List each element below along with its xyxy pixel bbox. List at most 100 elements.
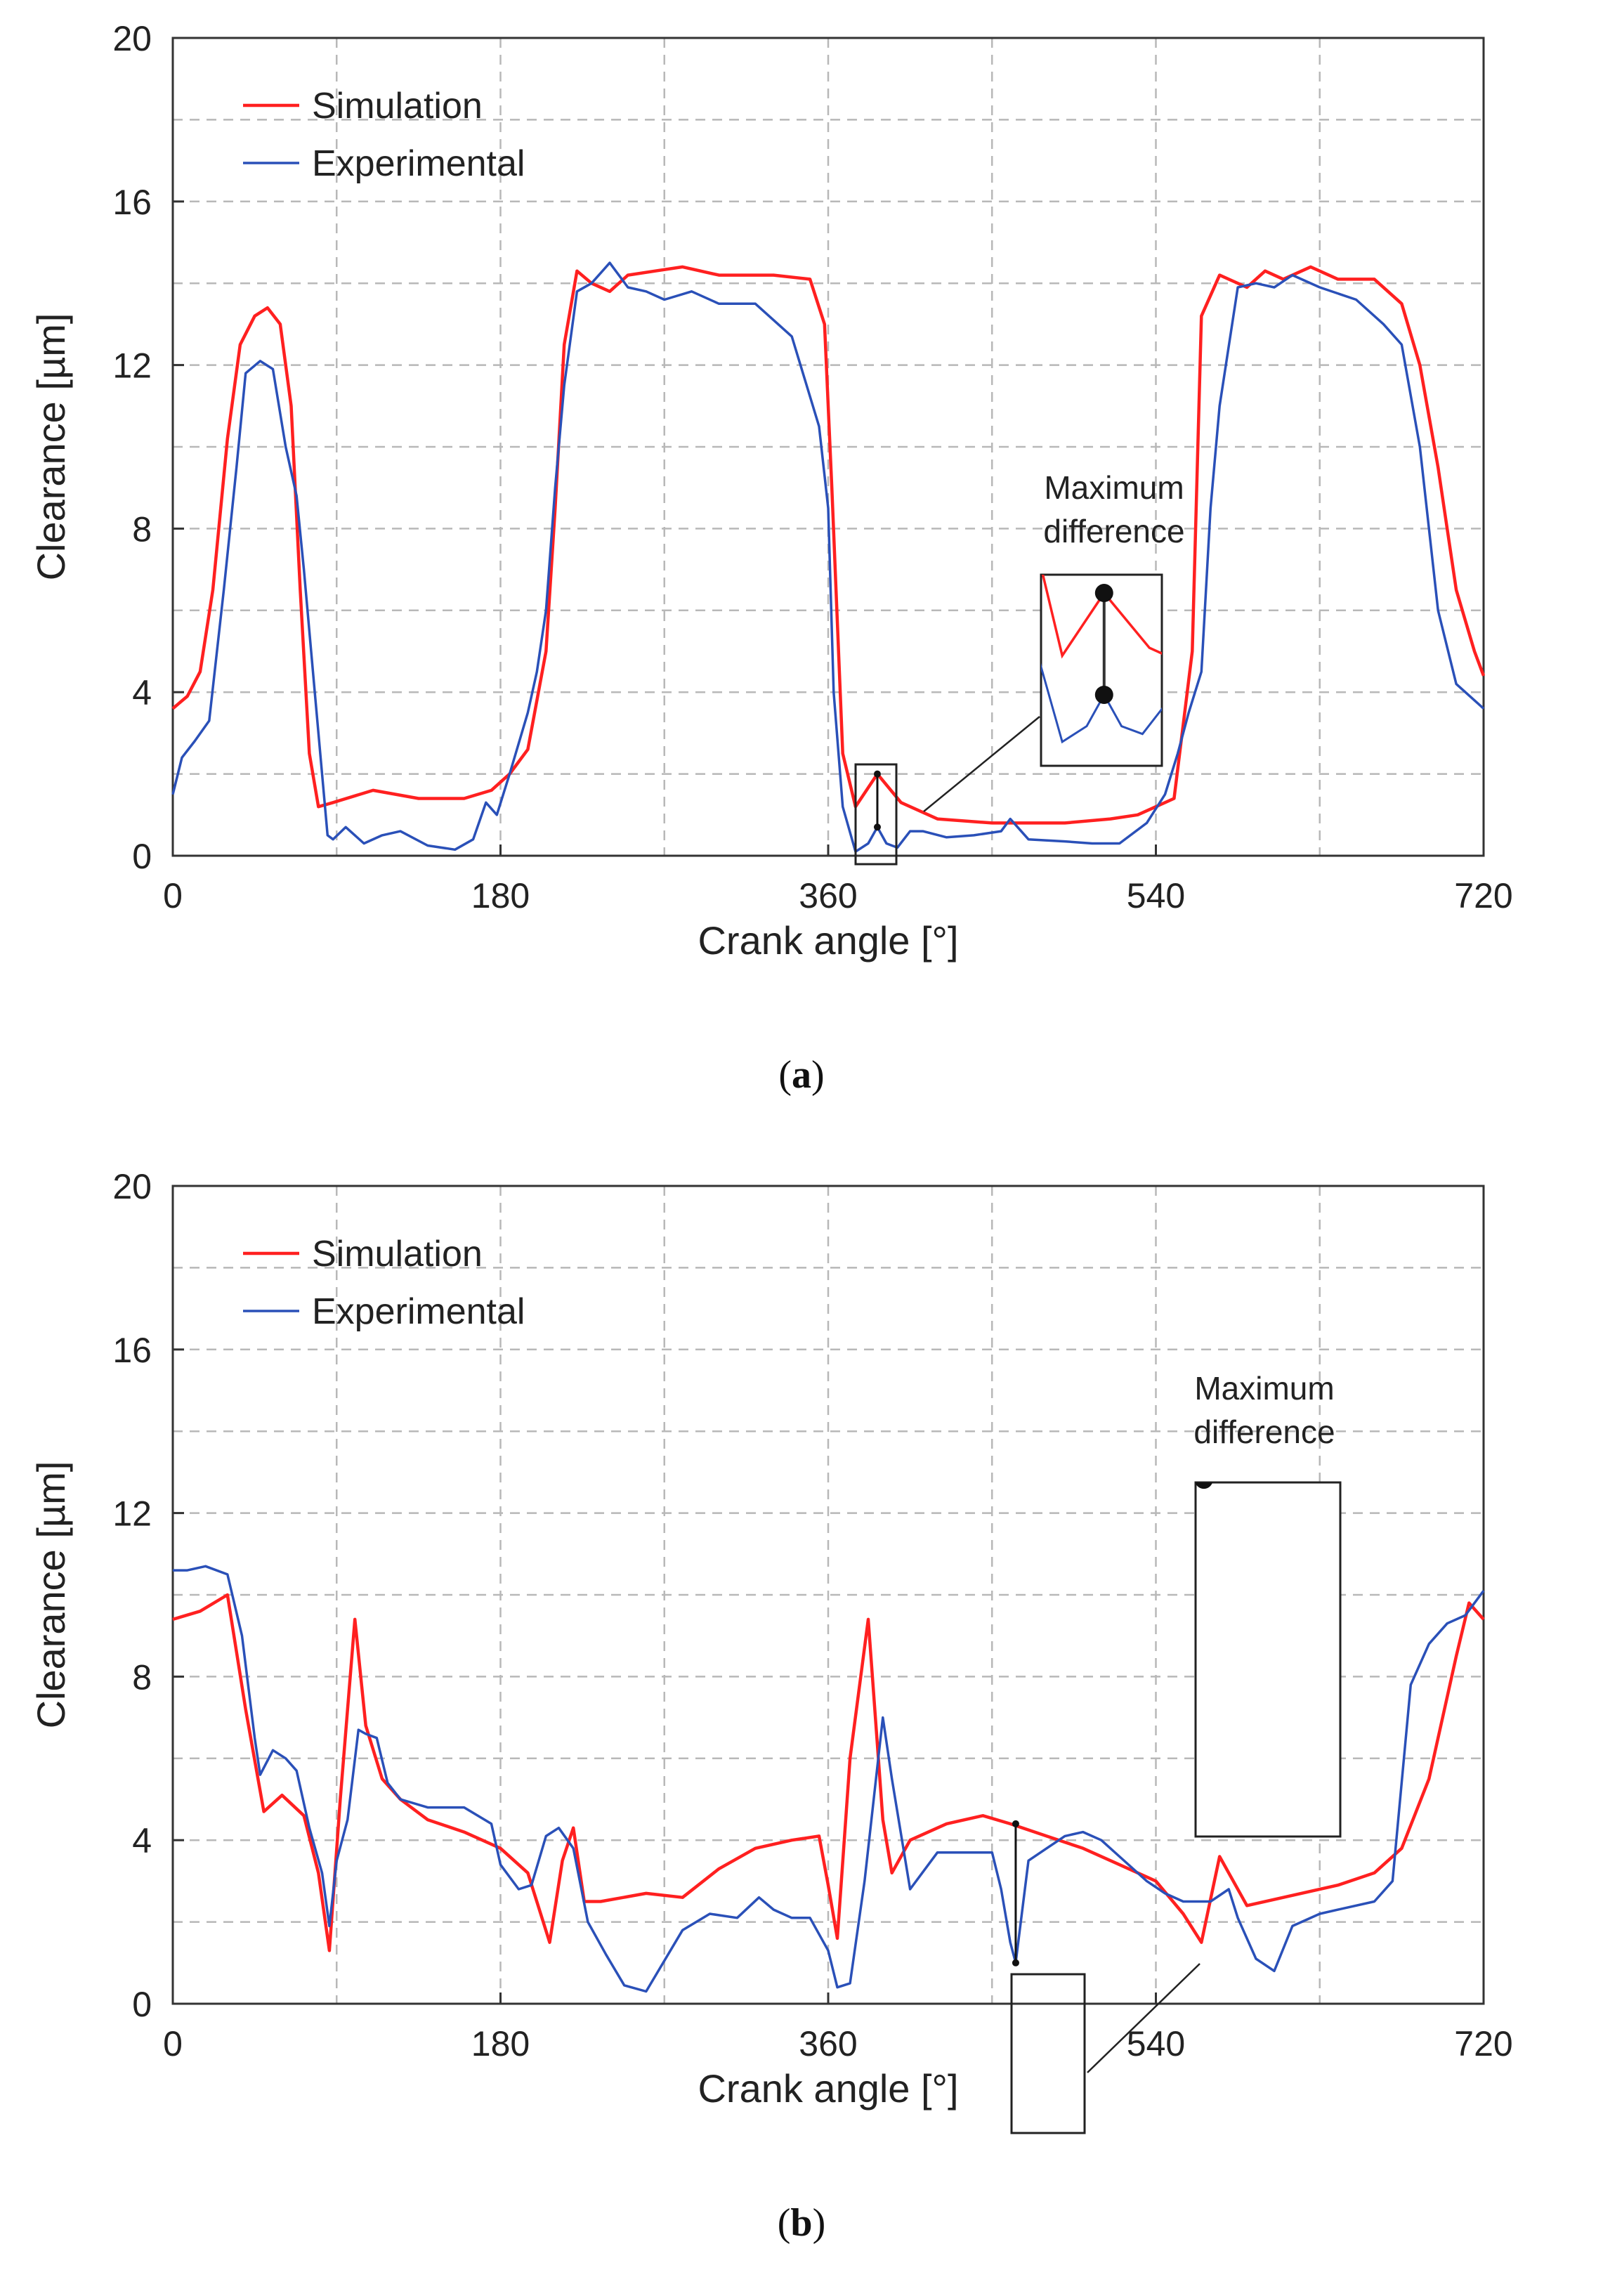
data-point [332, 802, 334, 803]
data-point [591, 282, 592, 284]
y-tick-label: 4 [132, 1821, 152, 1860]
data-point [299, 589, 301, 591]
y-tick-label: 8 [132, 509, 152, 549]
data-point [339, 1799, 341, 1800]
zoom-region-box [1010, 1973, 1086, 2134]
chart-a: 0 180 360 540 720 0 4 8 12 16 20 Crank angle [°] Cle… [29, 19, 1513, 1097]
max-diff-point-sim [873, 770, 881, 778]
data-point [1246, 287, 1248, 288]
data-point [1191, 651, 1193, 652]
data-point [363, 843, 365, 844]
data-point [1000, 830, 1002, 832]
data-point [491, 1823, 492, 1825]
data-point [332, 839, 334, 840]
data-point [991, 1852, 993, 1853]
y-tick-label: 4 [132, 673, 152, 712]
data-point [187, 696, 188, 697]
data-point [223, 589, 225, 591]
data-point [1219, 405, 1220, 407]
y-tick-label: 20 [112, 19, 152, 58]
data-point [937, 1852, 938, 1853]
data-point [1401, 344, 1402, 345]
data-point [259, 360, 261, 362]
data-point [181, 757, 183, 758]
legend-label: Simulation [312, 86, 483, 126]
legend-label: Simulation [312, 1234, 483, 1274]
caption-open: ( [778, 1053, 792, 1097]
data-point [172, 1570, 174, 1571]
x-tick-label: 0 [163, 876, 183, 915]
annotation-label: difference [1193, 1414, 1335, 1450]
data-point [833, 691, 835, 693]
series-group [171, 261, 1486, 853]
data-point [1374, 1872, 1375, 1874]
data-point [427, 1807, 428, 1808]
x-tick-label: 360 [799, 876, 857, 915]
figure-caption: (b) [778, 2201, 825, 2245]
data-point [1437, 610, 1439, 611]
data-point [549, 1942, 550, 1943]
caption-open: ( [778, 2201, 791, 2245]
data-point [365, 1733, 367, 1735]
data-point [1264, 270, 1266, 272]
data-point [1337, 278, 1339, 280]
legend-label: Experimental [312, 143, 525, 184]
data-point [427, 844, 428, 846]
data-point [545, 651, 547, 652]
data-point [212, 589, 214, 591]
annotation-label: Maximum [1194, 1370, 1334, 1407]
data-point [891, 1872, 893, 1874]
data-point [296, 495, 297, 497]
zoom-region-box [854, 763, 898, 866]
data-point [554, 507, 556, 509]
data-point [809, 1917, 811, 1919]
max-diff-point-exp [873, 823, 881, 831]
series-simulation [171, 265, 1486, 825]
data-point [809, 278, 811, 280]
data-point [736, 1917, 738, 1919]
data-point [1255, 1958, 1257, 1959]
data-point [937, 818, 938, 820]
data-point [454, 849, 456, 850]
data-point [1028, 1860, 1029, 1861]
data-point [682, 1929, 683, 1931]
legend: Simulation Experimental [243, 1234, 525, 1332]
y-tick-label: 12 [112, 346, 152, 386]
legend: Simulation Experimental [243, 86, 525, 184]
data-point [922, 830, 924, 832]
zoom-point-exp [1196, 1482, 1213, 1489]
data-point [245, 372, 247, 374]
series-line [171, 261, 1485, 853]
zoom-content [0, 1148, 1603, 1489]
data-point [842, 753, 844, 754]
data-point [1200, 1901, 1202, 1902]
caption-close: ) [813, 2201, 826, 2245]
max-diff-annotation: Maximum difference [0, 1148, 1603, 2134]
data-point [336, 1860, 337, 1861]
series-line [173, 1565, 1485, 1993]
data-point [1255, 282, 1257, 284]
data-point [290, 405, 292, 407]
data-point [709, 1913, 711, 1915]
ticks: 0 180 360 540 720 0 4 8 12 16 20 [112, 1167, 1512, 2063]
x-axis-title: Crank angle [°] [698, 2066, 958, 2111]
zoom-series-line [0, 1148, 1603, 1456]
data-point [562, 1860, 563, 1861]
data-point [485, 802, 487, 803]
x-tick-label: 180 [471, 876, 530, 915]
data-point [1028, 839, 1029, 840]
data-point [205, 1565, 207, 1567]
data-point [1119, 843, 1120, 844]
figure-a: 0 180 360 540 720 0 4 8 12 16 20 Crank angle [°] Cle… [29, 19, 1513, 1097]
x-axis-title: Crank angle [°] [698, 918, 958, 963]
data-point [1182, 1901, 1184, 1902]
data-point [1374, 1901, 1375, 1902]
data-point [1182, 1913, 1184, 1915]
data-point [1009, 818, 1011, 820]
data-point [285, 1758, 287, 1759]
annotation-label: difference [1043, 513, 1184, 549]
data-point [518, 1889, 519, 1890]
data-point [381, 1778, 383, 1780]
data-point [572, 1827, 574, 1829]
data-point [563, 385, 565, 386]
